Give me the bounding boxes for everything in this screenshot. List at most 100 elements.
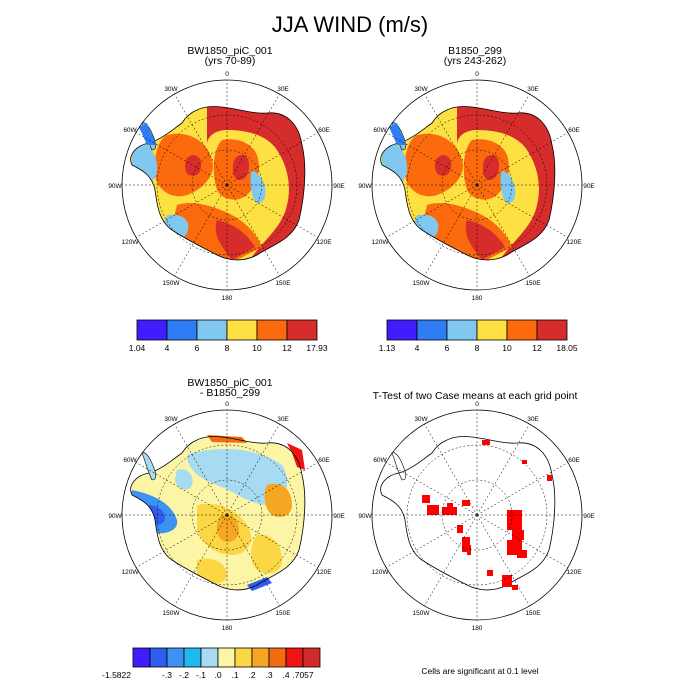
colorbar-swatch	[416, 319, 448, 341]
lon-label: 120W	[372, 569, 390, 576]
panel-2-map: 0 30E 60E 90E 120E 150E 180 150W 120W 90W 60W 30W	[358, 71, 595, 302]
lon-label: 90W	[358, 513, 372, 520]
panel-2-lon-labels: 0 30E 60E 90E 120E 150E 180 150W 120W 90W 60W 30W	[358, 71, 595, 302]
colorbar-label: 8	[475, 343, 480, 353]
colorbar-2: 1.13 4 6 8 10 12 18.05	[379, 319, 578, 353]
colorbar-swatch	[386, 319, 418, 341]
colorbar-label: .4	[282, 670, 289, 680]
colorbar-label: .3	[265, 670, 272, 680]
panel-1-grid	[121, 79, 333, 291]
panel-3-name: BW1850_piC_001	[187, 377, 273, 389]
lon-label: 90E	[333, 183, 345, 190]
colorbar-label: .0	[214, 670, 221, 680]
colorbar-label: -.2	[179, 670, 189, 680]
colorbar-label: 18.05	[556, 343, 578, 353]
panel-2-grid	[371, 79, 583, 291]
lon-label: 120E	[566, 239, 582, 246]
lon-label: 90W	[108, 183, 122, 190]
colorbar-swatch	[268, 647, 287, 668]
colorbar-label: -.3	[162, 670, 172, 680]
lon-label: 90W	[108, 513, 122, 520]
lon-label: 150W	[163, 610, 181, 617]
lon-label: 150E	[275, 610, 291, 617]
lon-label: 180	[472, 295, 483, 302]
colorbar-swatch	[149, 647, 168, 668]
lon-label: 120W	[372, 239, 390, 246]
colorbar-3: -1.5822 -.3 -.2 -.1 .0 .1 .2 .3 .4.7057	[102, 647, 321, 680]
colorbar-swatch	[446, 319, 478, 341]
colorbar-label: 17.93	[306, 343, 328, 353]
colorbar-swatch	[166, 647, 185, 668]
lon-label: 0	[225, 71, 229, 78]
colorbar-label: 1.04	[129, 343, 146, 353]
lon-label: 30E	[277, 416, 289, 423]
colorbar-1: 1.04 4 6 8 10 12 17.93	[129, 319, 328, 353]
colorbar-swatch	[196, 319, 228, 341]
colorbar-swatch	[132, 647, 151, 668]
panel-1-name: BW1850_piC_001	[187, 45, 273, 57]
colorbar-swatch	[183, 647, 202, 668]
lon-label: 60E	[568, 457, 580, 464]
lon-label: 60E	[318, 127, 330, 134]
colorbar-swatch	[226, 319, 258, 341]
colorbar-label: 4	[415, 343, 420, 353]
colorbar-swatch	[476, 319, 508, 341]
lon-label: 120E	[316, 239, 332, 246]
lon-label: 0	[475, 71, 479, 78]
colorbar-label: 6	[445, 343, 450, 353]
lon-label: 60W	[123, 127, 137, 134]
panel-4-title: T-Test of two Case means at each grid po…	[340, 390, 610, 402]
colorbar-label: 12	[282, 343, 292, 353]
lon-label: 90E	[583, 513, 595, 520]
colorbar-swatch	[166, 319, 198, 341]
lon-label: 0	[225, 401, 229, 408]
lon-label: 30E	[527, 86, 539, 93]
colorbar-swatch	[217, 647, 236, 668]
panel-2-name: B1850_299	[448, 45, 502, 57]
colorbar-label: 12	[532, 343, 542, 353]
lon-label: 0	[475, 401, 479, 408]
lon-label: 60W	[123, 457, 137, 464]
lon-label: 30W	[164, 86, 178, 93]
lon-label: 60E	[568, 127, 580, 134]
lon-label: 90W	[358, 183, 372, 190]
colorbar-swatch	[285, 647, 304, 668]
lon-label: 120W	[122, 239, 140, 246]
lon-label: 150W	[413, 280, 431, 287]
colorbar-label: -.1	[196, 670, 206, 680]
colorbar-swatch	[256, 319, 288, 341]
lon-label: 150W	[163, 280, 181, 287]
panel-2-years: (yrs 243-262)	[443, 55, 507, 67]
lon-label: 30E	[277, 86, 289, 93]
significance-note: Cells are significant at 0.1 level	[421, 666, 538, 676]
lon-label: 90E	[583, 183, 595, 190]
lon-label: 30W	[414, 86, 428, 93]
lon-label: 30W	[164, 416, 178, 423]
colorbar-label: 6	[195, 343, 200, 353]
colorbar-label: .2	[248, 670, 255, 680]
lon-label: 150E	[525, 610, 541, 617]
panel-2-title: B1850_299 (yrs 243-262)	[375, 45, 575, 67]
lon-label: 120E	[566, 569, 582, 576]
lon-label: 180	[472, 625, 483, 632]
colorbar-swatch	[234, 647, 253, 668]
panel-1-years: (yrs 70-89)	[204, 55, 256, 67]
lon-label: 150W	[413, 610, 431, 617]
panel-3-subtitle: - B1850_299	[199, 387, 261, 399]
lon-label: 90E	[333, 513, 345, 520]
colorbar-label: .1	[231, 670, 238, 680]
panel-4-peninsula	[391, 451, 407, 481]
panel-4-grid	[371, 409, 583, 621]
panel-1-title: BW1850_piC_001 (yrs 70-89)	[130, 45, 330, 67]
colorbar-swatch	[506, 319, 538, 341]
panel-3-grid	[121, 409, 333, 621]
colorbar-swatch	[302, 647, 321, 668]
lon-label: 60W	[373, 457, 387, 464]
panel-4-name: T-Test of two Case means at each grid po…	[372, 390, 578, 402]
lon-label: 60W	[373, 127, 387, 134]
panel-3-map: 0 30E 60E 90E 120E 150E 180 150W 120W 90W 60W 30W	[108, 401, 345, 632]
lon-label: 30E	[527, 416, 539, 423]
figure-title: JJA WIND (m/s)	[271, 12, 429, 37]
colorbar-label: .7057	[292, 670, 314, 680]
